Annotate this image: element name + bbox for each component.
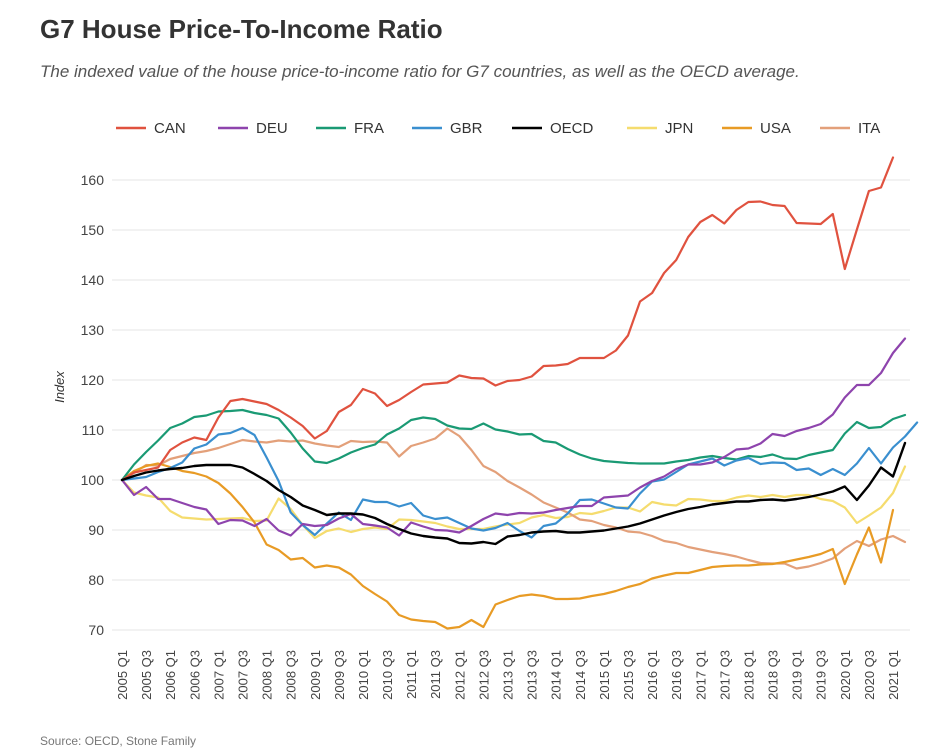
y-tick-label: 80 [88, 572, 104, 588]
x-tick-label: 2008 Q1 [260, 650, 275, 700]
x-tick-label: 2009 Q3 [332, 650, 347, 700]
y-tick-label: 90 [88, 522, 104, 538]
y-axis-ticks: 70 80 90 100 110 120 130 140 150 160 [81, 172, 105, 638]
x-tick-label: 2009 Q1 [308, 650, 323, 700]
x-tick-label: 2010 Q3 [380, 650, 395, 700]
x-tick-label: 2013 Q3 [525, 650, 540, 700]
x-tick-label: 2012 Q3 [476, 650, 491, 700]
y-tick-label: 150 [81, 222, 105, 238]
gridlines [112, 179, 910, 631]
x-tick-label: 2008 Q3 [284, 650, 299, 700]
x-tick-label: 2020 Q1 [838, 650, 853, 700]
x-tick-label: 2019 Q1 [790, 650, 805, 700]
legend-label-ita: ITA [858, 120, 880, 137]
x-tick-label: 2018 Q1 [741, 650, 756, 700]
x-tick-label: 2019 Q3 [814, 650, 829, 700]
x-tick-label: 2011 Q1 [404, 650, 419, 699]
y-tick-label: 70 [88, 622, 104, 638]
x-tick-label: 2020 Q3 [862, 650, 877, 700]
x-tick-label: 2013 Q1 [501, 650, 516, 700]
chart-title: G7 House Price-To-Income Ratio [40, 14, 443, 44]
x-axis-ticks: 2005 Q1 2005 Q3 2006 Q1 2006 Q3 2007 Q1 2007 … [115, 650, 901, 700]
x-tick-label: 2017 Q1 [693, 650, 708, 700]
series-lines [120, 156, 919, 630]
y-tick-label: 160 [81, 172, 105, 188]
y-tick-label: 110 [82, 422, 105, 438]
legend-label-oecd: OECD [550, 120, 594, 137]
y-tick-label: 120 [81, 372, 105, 388]
x-tick-label: 2014 Q1 [549, 650, 564, 700]
y-axis-label: Index [52, 371, 67, 403]
y-tick-label: 100 [81, 472, 105, 488]
chart-legend: CAN DEU FRA GBR OECD JPN USA ITA [116, 120, 880, 137]
legend-label-deu: DEU [256, 120, 288, 137]
series-line-fra [120, 408, 907, 482]
x-tick-label: 2005 Q3 [139, 650, 154, 700]
legend-label-can: CAN [154, 120, 186, 137]
legend-label-usa: USA [760, 120, 791, 137]
series-line-ita [120, 427, 907, 570]
series-line-oecd [120, 441, 907, 546]
x-tick-label: 2017 Q3 [717, 650, 732, 700]
x-tick-label: 2016 Q1 [645, 650, 660, 700]
legend-label-gbr: GBR [450, 120, 483, 137]
series-line-usa [120, 462, 895, 630]
x-tick-label: 2006 Q1 [163, 650, 178, 700]
chart-subtitle: The indexed value of the house price-to-… [40, 62, 800, 81]
y-tick-label: 130 [81, 322, 105, 338]
x-tick-label: 2006 Q3 [187, 650, 202, 700]
x-tick-label: 2005 Q1 [115, 650, 130, 700]
x-tick-label: 2007 Q1 [211, 650, 226, 700]
y-tick-label: 140 [81, 272, 105, 288]
series-line-gbr [120, 421, 919, 539]
x-tick-label: 2021 Q1 [886, 650, 901, 700]
x-tick-label: 2015 Q3 [621, 650, 636, 700]
legend-label-jpn: JPN [665, 120, 693, 137]
x-tick-label: 2011 Q3 [428, 650, 443, 699]
source-note: Source: OECD, Stone Family [40, 734, 197, 748]
x-tick-label: 2015 Q1 [597, 650, 612, 700]
x-tick-label: 2016 Q3 [669, 650, 684, 700]
x-tick-label: 2007 Q3 [235, 650, 250, 700]
series-line-deu [120, 337, 907, 537]
x-tick-label: 2014 Q3 [573, 650, 588, 700]
legend-label-fra: FRA [354, 120, 384, 137]
x-tick-label: 2018 Q3 [766, 650, 781, 700]
series-line-can [120, 156, 895, 482]
x-tick-label: 2012 Q1 [452, 650, 467, 700]
x-tick-label: 2010 Q1 [356, 650, 371, 700]
